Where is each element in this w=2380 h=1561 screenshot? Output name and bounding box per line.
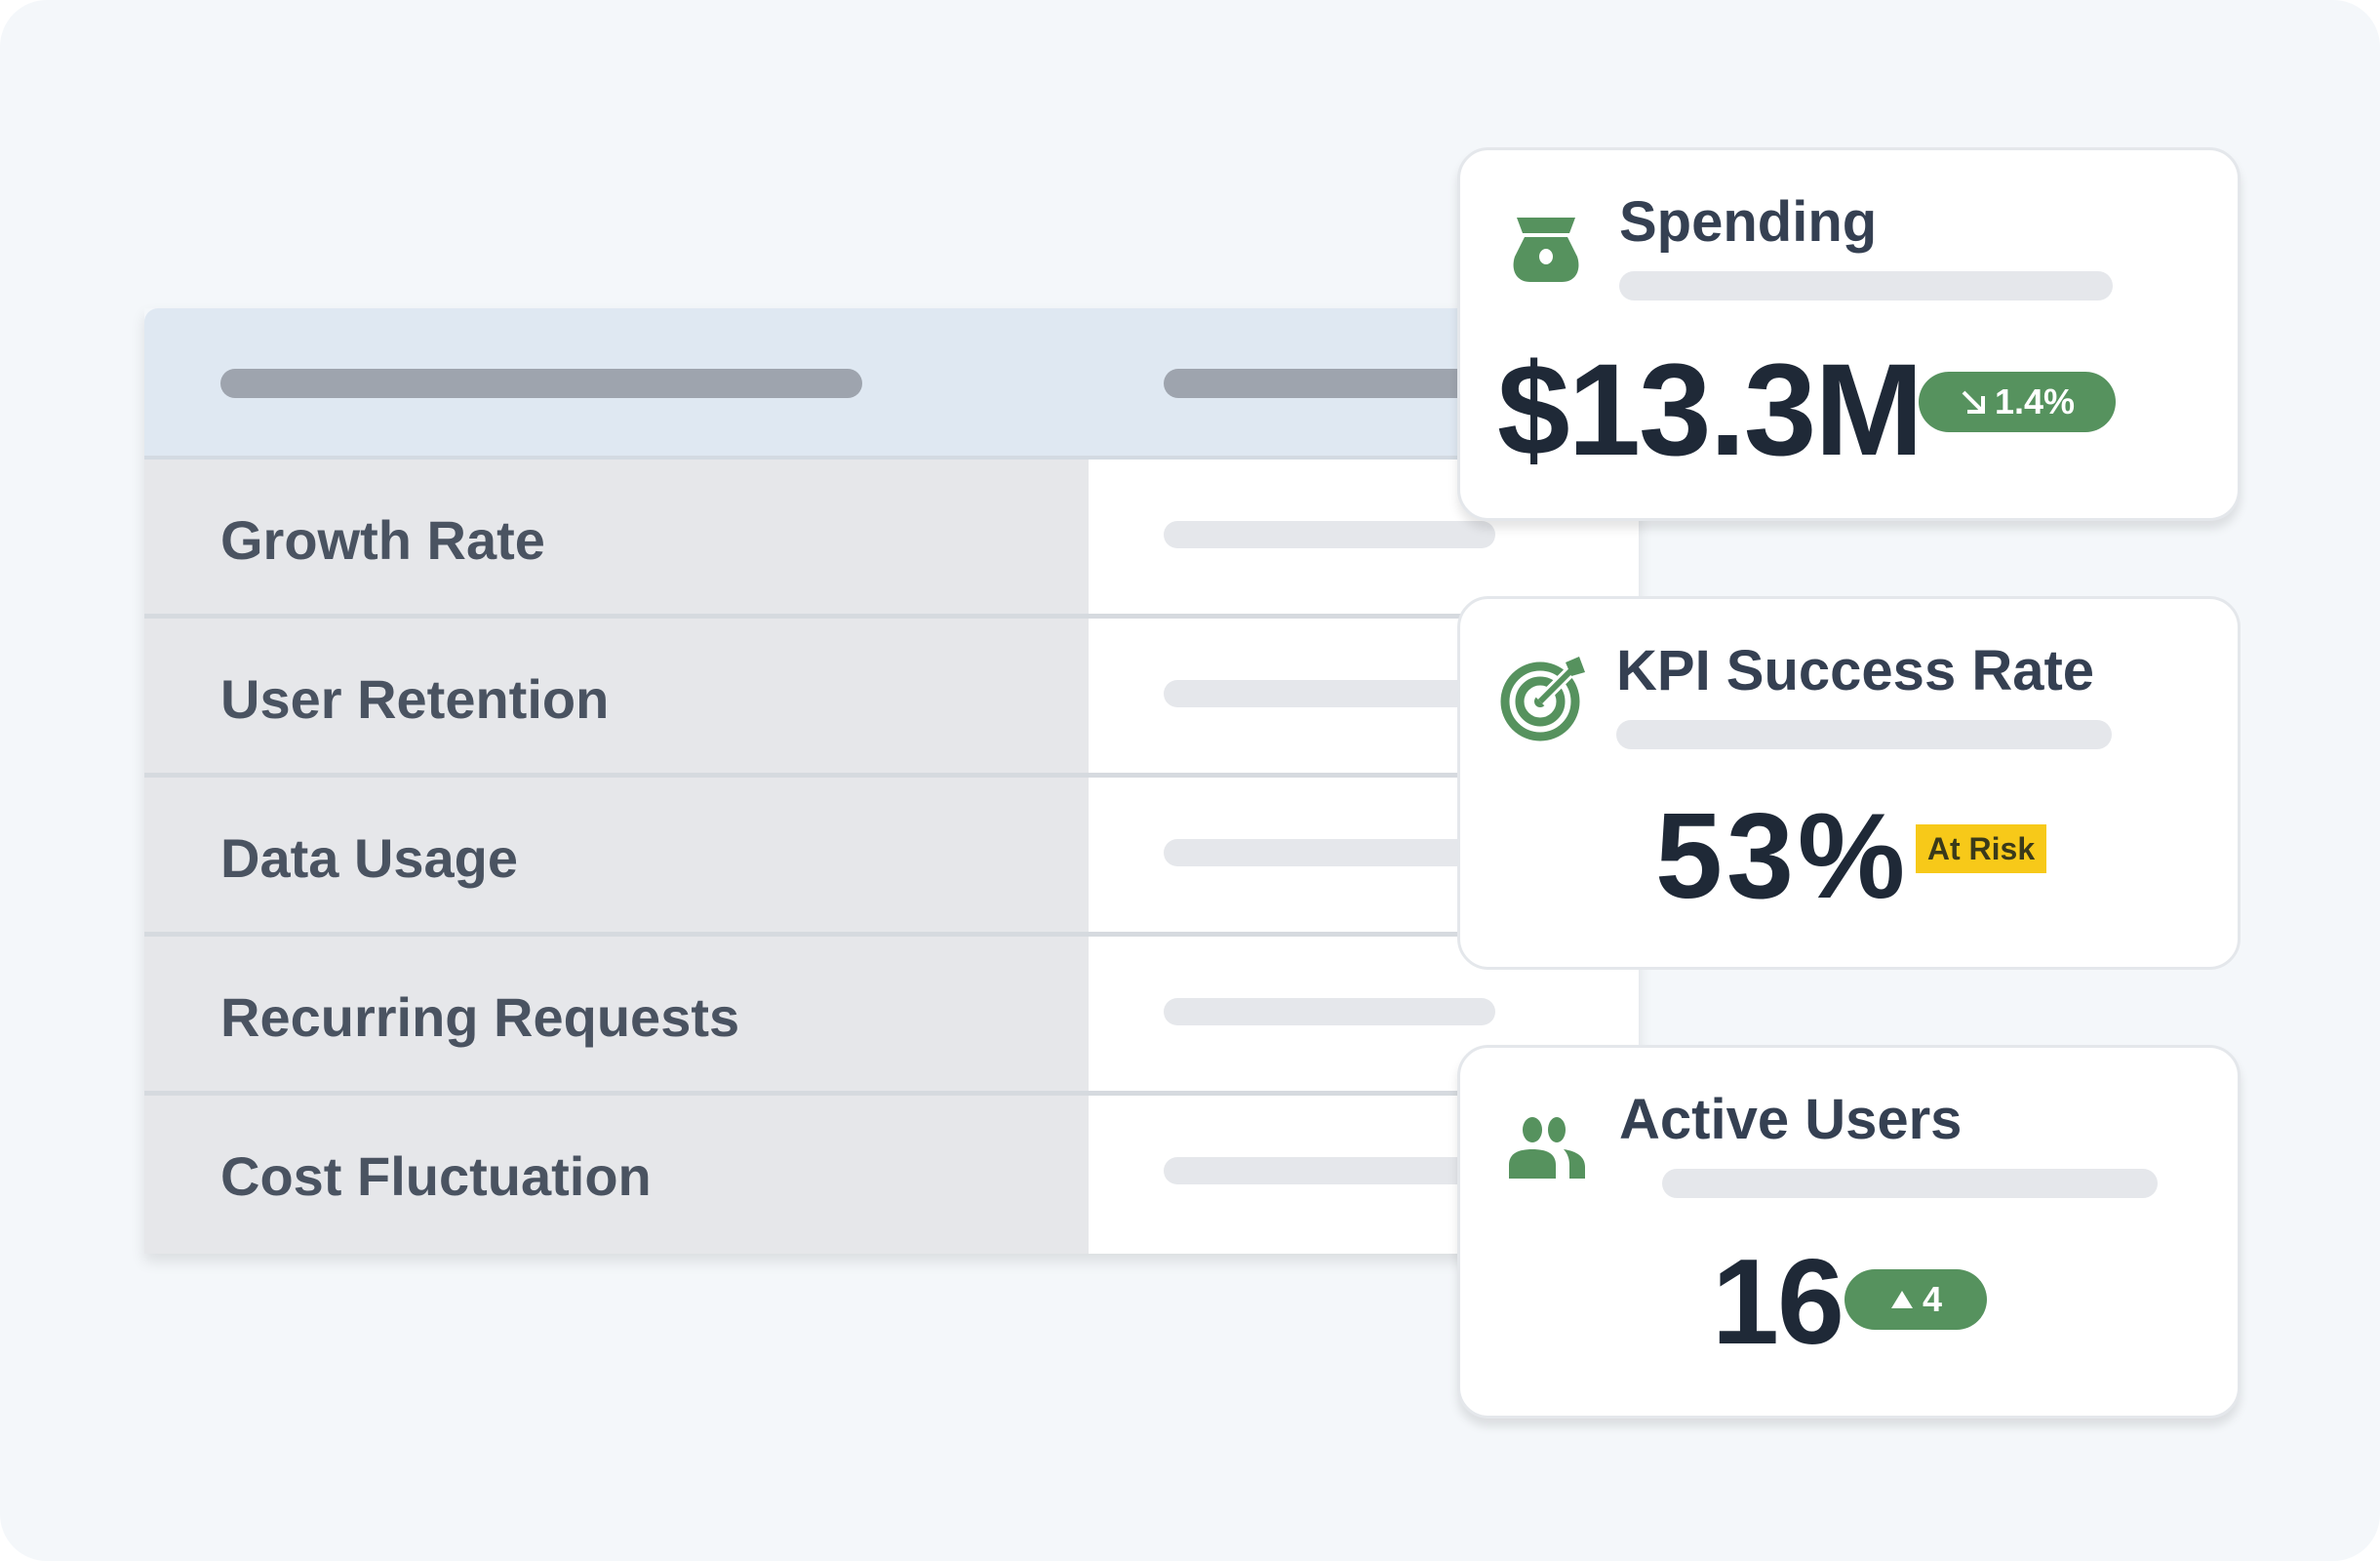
money-bag-icon xyxy=(1513,218,1579,282)
change-badge: 4 xyxy=(1844,1269,1987,1330)
row-label: Recurring Requests xyxy=(220,986,740,1048)
users-icon xyxy=(1509,1117,1585,1179)
row-label: User Retention xyxy=(220,668,610,730)
card-title: KPI Success Rate xyxy=(1616,639,2095,702)
change-badge: 1.4% xyxy=(1919,372,2116,432)
row-label: Growth Rate xyxy=(220,509,545,571)
kpi-value: 53% xyxy=(1655,789,1910,924)
value-placeholder-bar xyxy=(1164,839,1495,866)
change-value: 4 xyxy=(1922,1279,1943,1319)
table-row[interactable]: Data Usage xyxy=(144,778,1639,937)
arrow-down-right-icon xyxy=(1962,390,1985,414)
table-row[interactable]: Growth Rate xyxy=(144,460,1639,619)
triangle-up-icon xyxy=(1890,1291,1913,1308)
title-placeholder-bar xyxy=(1662,1169,2158,1198)
table-row[interactable]: Cost Fluctuation xyxy=(144,1096,1639,1254)
status-badge: At Risk xyxy=(1916,824,2046,873)
value-placeholder-bar xyxy=(1164,521,1495,548)
users-value: 16 xyxy=(1712,1235,1844,1370)
card-title: Spending xyxy=(1619,190,1878,254)
kpi-card[interactable]: KPI Success Rate 53% At Risk xyxy=(1457,596,2241,970)
value-placeholder-bar xyxy=(1164,998,1495,1025)
title-placeholder-bar xyxy=(1616,720,2112,749)
spending-card[interactable]: Spending $13.3M 1.4% xyxy=(1457,147,2241,521)
value-placeholder-bar xyxy=(1164,680,1495,707)
table-header xyxy=(144,308,1639,460)
table-row[interactable]: Recurring Requests xyxy=(144,937,1639,1096)
metrics-table: Growth Rate User Retention Data Usage Re… xyxy=(144,308,1639,1254)
title-placeholder-bar xyxy=(1619,271,2113,300)
row-label: Cost Fluctuation xyxy=(220,1145,652,1207)
spending-value: $13.3M xyxy=(1497,338,1924,483)
change-value: 1.4% xyxy=(1994,381,2076,421)
row-label: Data Usage xyxy=(220,827,519,889)
table-row[interactable]: User Retention xyxy=(144,619,1639,778)
target-icon xyxy=(1500,657,1585,741)
card-title: Active Users xyxy=(1619,1088,1963,1151)
value-placeholder-bar xyxy=(1164,1157,1495,1184)
header-placeholder-bar xyxy=(220,369,862,398)
active-users-card[interactable]: Active Users 16 4 xyxy=(1457,1045,2241,1419)
